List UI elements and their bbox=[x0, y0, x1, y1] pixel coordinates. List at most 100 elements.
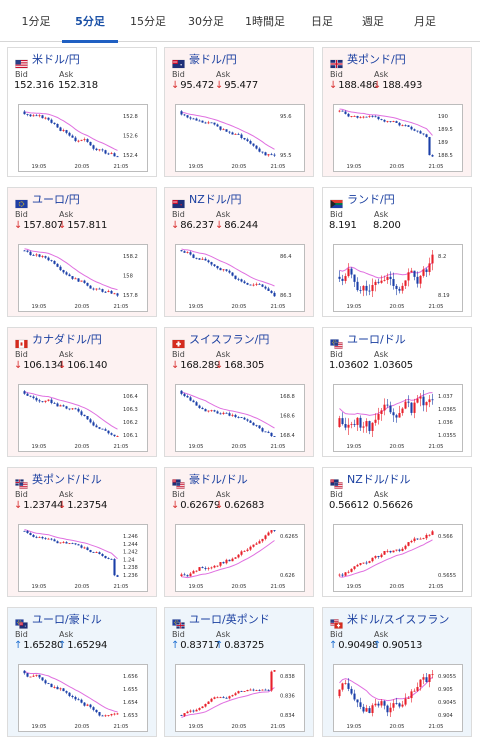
ask-price: 0.62683 bbox=[224, 500, 265, 511]
rate-card[interactable]: 米ドル/スイスフラン Bid Ask ↑0.90498 ↑0.90513 0.9055 0.… bbox=[322, 607, 472, 737]
y-tick-label: 0.9055 bbox=[438, 674, 456, 680]
rate-card[interactable]: ランド/円 Bid Ask 8.191 8.200 8.2 8.19 19:05 20:05 21… bbox=[322, 187, 472, 317]
rate-card[interactable]: 英ポンド/円 Bid Ask ↓188.486 ↓188.493 190 189.5 189 1… bbox=[322, 47, 472, 177]
price-chart[interactable]: 0.566 0.5655 19:05 20:05 21:05 bbox=[333, 524, 463, 592]
tab-7[interactable]: 月足 bbox=[400, 0, 450, 42]
bid-value: ↑0.90498 bbox=[329, 640, 378, 651]
candle bbox=[389, 702, 392, 717]
candle bbox=[210, 409, 213, 412]
currency-pair-name[interactable]: ユーロ/英ポンド bbox=[189, 613, 270, 626]
y-tick-label: 106.4 bbox=[123, 394, 139, 400]
candle bbox=[392, 550, 395, 553]
rate-card[interactable]: 豪ドル/ドル Bid Ask ↓0.62679 ↓0.62683 0.6265 0.626 1… bbox=[164, 467, 314, 597]
tab-6[interactable]: 週足 bbox=[348, 0, 398, 42]
rate-card[interactable]: ユーロ/ドル Bid Ask 1.03602 1.03605 1.037 1.0365 1.0… bbox=[322, 327, 472, 457]
price-chart[interactable]: 158.2 158 157.8 19:05 20:05 21:05 bbox=[18, 244, 148, 312]
candle bbox=[68, 542, 71, 545]
rate-card[interactable]: 米ドル/円 Bid Ask 152.316 152.318 152.8 152.6 152.4… bbox=[7, 47, 157, 177]
rate-card[interactable]: ユーロ/円 Bid Ask ↓157.807 ↓157.811 158.2 158 157.8… bbox=[7, 187, 157, 317]
candle bbox=[65, 541, 68, 544]
rate-card[interactable]: スイスフラン/円 Bid Ask ↓168.289 ↓168.305 168.8 168.6… bbox=[164, 327, 314, 457]
price-chart[interactable]: 190 189.5 189 188.5 19:05 20:05 21:05 bbox=[333, 104, 463, 172]
y-tick-label: 0.6265 bbox=[280, 534, 298, 540]
currency-pair-name[interactable]: カナダドル/円 bbox=[32, 333, 102, 346]
rate-card[interactable]: ユーロ/豪ドル Bid Ask ↑1.65280 ↑1.65294 1.656 1.655 1… bbox=[7, 607, 157, 737]
candle bbox=[192, 253, 195, 259]
currency-pair-name[interactable]: ユーロ/ドル bbox=[347, 333, 406, 346]
ask-label: Ask bbox=[374, 490, 389, 499]
tab-4[interactable]: 1時間足 bbox=[234, 0, 296, 42]
candle bbox=[35, 114, 38, 117]
candle bbox=[338, 270, 341, 283]
tab-3[interactable]: 30分足 bbox=[178, 0, 234, 42]
rate-card[interactable]: 豪ドル/円 Bid Ask ↓95.472 ↓95.477 95.6 95.5 19:05 20… bbox=[164, 47, 314, 177]
candle bbox=[353, 419, 356, 428]
candle bbox=[365, 280, 368, 296]
price-chart[interactable]: 95.6 95.5 19:05 20:05 21:05 bbox=[175, 104, 305, 172]
price-chart[interactable]: 152.8 152.6 152.4 19:05 20:05 21:05 bbox=[18, 104, 148, 172]
price-chart[interactable]: 168.8 168.6 168.4 19:05 20:05 21:05 bbox=[175, 384, 305, 452]
currency-pair-name[interactable]: 英ポンド/円 bbox=[347, 53, 406, 66]
candle bbox=[228, 695, 231, 700]
ask-value: ↓188.493 bbox=[373, 80, 422, 91]
candle bbox=[264, 688, 267, 691]
price-chart[interactable]: 0.838 0.836 0.834 19:05 20:05 21:05 bbox=[175, 664, 305, 732]
currency-pair-name[interactable]: 英ポンド/ドル bbox=[32, 473, 102, 486]
y-tick-label: 8.2 bbox=[438, 254, 446, 260]
candle bbox=[216, 410, 219, 414]
candle bbox=[344, 273, 347, 284]
candle bbox=[86, 703, 89, 707]
currency-pair-name[interactable]: スイスフラン/円 bbox=[189, 333, 270, 346]
candle bbox=[410, 689, 413, 703]
candle bbox=[77, 543, 80, 546]
candle bbox=[86, 416, 89, 420]
ask-price: 0.56626 bbox=[373, 500, 413, 511]
currency-pair-name[interactable]: 米ドル/円 bbox=[32, 53, 80, 66]
candle bbox=[74, 543, 77, 546]
ask-label: Ask bbox=[216, 70, 231, 79]
candle bbox=[356, 115, 359, 119]
currency-pair-name[interactable]: ユーロ/円 bbox=[32, 193, 80, 206]
rate-card[interactable]: NZドル/円 Bid Ask ↓86.237 ↓86.244 86.4 86.3 19:05 2… bbox=[164, 187, 314, 317]
rate-card[interactable]: NZドル/ドル Bid Ask 0.56612 0.56626 0.566 0.5655 19… bbox=[322, 467, 472, 597]
currency-pair-name[interactable]: NZドル/円 bbox=[189, 193, 242, 206]
candle bbox=[255, 424, 258, 427]
candle bbox=[249, 545, 252, 551]
rate-card[interactable]: ユーロ/英ポンド Bid Ask ↑0.83717 ↑0.83725 0.838 0.836… bbox=[164, 607, 314, 737]
currency-pair-name[interactable]: ユーロ/豪ドル bbox=[32, 613, 102, 626]
price-chart[interactable]: 86.4 86.3 19:05 20:05 21:05 bbox=[175, 244, 305, 312]
candle bbox=[237, 553, 240, 559]
candle bbox=[255, 542, 258, 545]
tab-2[interactable]: 15分足 bbox=[120, 0, 176, 42]
candle bbox=[255, 145, 258, 150]
currency-pair-name[interactable]: 豪ドル/ドル bbox=[189, 473, 248, 486]
candle bbox=[422, 390, 425, 412]
currency-pair-name[interactable]: 豪ドル/円 bbox=[189, 53, 237, 66]
price-chart[interactable]: 0.9055 0.905 0.9045 0.904 19:05 20:05 21:05 bbox=[333, 664, 463, 732]
candle bbox=[380, 408, 383, 421]
candle bbox=[53, 401, 56, 404]
candle bbox=[231, 694, 234, 697]
price-chart[interactable]: 1.656 1.655 1.654 1.653 19:05 20:05 21:05 bbox=[18, 664, 148, 732]
y-tick-label: 1.242 bbox=[123, 550, 138, 556]
tab-0[interactable]: 1分足 bbox=[10, 0, 62, 42]
currency-pair-name[interactable]: 米ドル/スイスフラン bbox=[347, 613, 450, 626]
candle bbox=[38, 114, 41, 118]
candle bbox=[107, 152, 110, 156]
eu-flag-icon bbox=[15, 194, 28, 209]
currency-pair-name[interactable]: ランド/円 bbox=[347, 193, 395, 206]
price-chart[interactable]: 0.6265 0.626 19:05 20:05 21:05 bbox=[175, 524, 305, 592]
candle bbox=[404, 544, 407, 551]
currency-pair-name[interactable]: NZドル/ドル bbox=[347, 473, 411, 486]
price-chart[interactable]: 106.4 106.3 106.2 106.1 19:05 20:05 21:05 bbox=[18, 384, 148, 452]
price-chart[interactable]: 1.246 1.244 1.242 1.24 1.238 1.236 19:05 20:05 2… bbox=[18, 524, 148, 592]
tab-5[interactable]: 日足 bbox=[298, 0, 346, 42]
rate-card[interactable]: カナダドル/円 Bid Ask ↓106.134 ↓106.140 106.4 106.3 1… bbox=[7, 327, 157, 457]
candle bbox=[404, 399, 407, 410]
y-tick-label: 1.656 bbox=[123, 674, 138, 680]
tab-1[interactable]: 5分足 bbox=[62, 0, 118, 43]
candle bbox=[77, 697, 80, 701]
price-chart[interactable]: 1.037 1.0365 1.036 1.0355 19:05 20:05 21:05 bbox=[333, 384, 463, 452]
price-chart[interactable]: 8.2 8.19 19:05 20:05 21:05 bbox=[333, 244, 463, 312]
rate-card[interactable]: 英ポンド/ドル Bid Ask ↓1.23744 ↓1.23754 1.246 1.244 1… bbox=[7, 467, 157, 597]
